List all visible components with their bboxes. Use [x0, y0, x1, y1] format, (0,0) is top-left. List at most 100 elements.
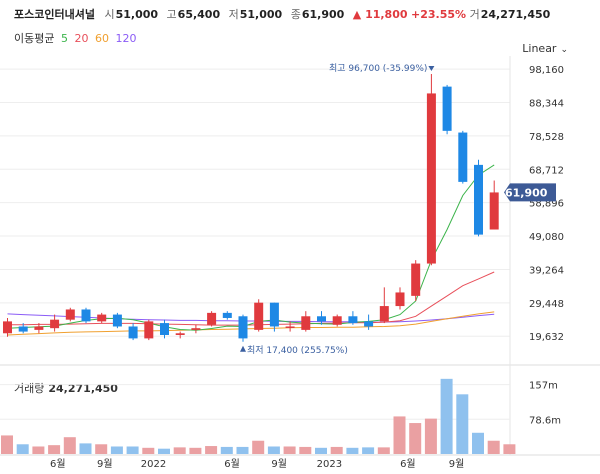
- volume-bar: [110, 446, 123, 454]
- volume-axis: 157m 78.6m: [529, 381, 561, 427]
- volume-bar: [16, 444, 29, 454]
- time-axis: 6월 9월 2022 6월 9월 2023 6월 9월: [50, 458, 464, 470]
- candle-body: [238, 316, 248, 339]
- volume-bar: [362, 447, 375, 454]
- volume-tick-label: 78.6m: [529, 415, 561, 426]
- volume-bar: [393, 416, 406, 454]
- candle-body: [269, 302, 279, 327]
- volume-bar: [142, 447, 155, 454]
- price-tick-label: 88,344: [529, 98, 564, 109]
- close-label: 종: [290, 8, 301, 21]
- candle-body: [222, 312, 232, 318]
- price-tick-label: 39,264: [529, 265, 564, 276]
- volume-bar: [283, 446, 296, 454]
- candle-body: [207, 312, 217, 325]
- candle-body: [426, 93, 436, 264]
- volume-tick-label: 157m: [529, 381, 558, 392]
- volume-bar: [503, 444, 516, 454]
- volume-bar: [424, 418, 437, 454]
- time-tick-label: 2023: [317, 459, 342, 470]
- current-price-value: 61,900: [505, 186, 548, 199]
- candle-body: [332, 316, 342, 325]
- volume-bar: [487, 440, 500, 454]
- volume-bar: [299, 446, 312, 454]
- volume-bar: [48, 445, 61, 454]
- candle-body: [442, 86, 452, 131]
- candle: [160, 319, 169, 339]
- candle-body: [18, 326, 28, 332]
- volume-bar: [409, 423, 422, 454]
- candle-body: [65, 309, 75, 320]
- candle-body: [50, 319, 60, 329]
- candle: [144, 319, 154, 341]
- price-tick-label: 29,448: [529, 299, 564, 310]
- candle-body: [191, 328, 201, 330]
- high-marker-icon: [428, 66, 435, 72]
- volume-bar: [205, 446, 218, 454]
- time-tick-label: 9월: [271, 458, 287, 470]
- time-tick-label: 6월: [50, 458, 66, 470]
- moving-average-lines: [7, 164, 495, 336]
- candle: [254, 299, 264, 332]
- volume-bar: [330, 446, 343, 454]
- time-tick-label: 9월: [449, 458, 465, 470]
- volume-bars: [1, 378, 516, 454]
- candle-body: [112, 314, 122, 327]
- chevron-down-icon: ⌄: [560, 45, 568, 55]
- candle: [301, 311, 311, 332]
- ma5-line: [7, 164, 495, 331]
- low-value: 51,000: [239, 8, 283, 21]
- candle-body: [317, 316, 326, 322]
- candle: [269, 302, 279, 332]
- price-tick-label: 98,160: [529, 65, 564, 76]
- ma-legend-20: 20: [74, 32, 89, 45]
- price-tick-label: 68,712: [529, 165, 564, 176]
- volume-panel-label: 거래량 24,271,450: [14, 380, 118, 396]
- stock-header: 포스코인터내셔널 시51,000 고65,400 저51,000 종61,900…: [14, 6, 555, 22]
- candle: [426, 74, 436, 266]
- candle: [395, 287, 405, 310]
- candle: [238, 314, 248, 342]
- high-annotation: 최고 96,700 (-35.99%): [329, 63, 427, 74]
- price-tick-label: 58,896: [529, 199, 564, 210]
- open-label: 시: [104, 8, 115, 21]
- high-label: 고: [166, 8, 177, 21]
- price-tick-label: 49,080: [529, 232, 564, 243]
- time-tick-label: 6월: [400, 458, 416, 470]
- candle-body: [458, 132, 468, 182]
- change-value: ▲ 11,800: [352, 8, 408, 21]
- candle: [222, 311, 232, 320]
- candle-body: [34, 326, 44, 330]
- candle-body: [301, 316, 311, 330]
- ma-legend-60: 60: [94, 32, 109, 45]
- candle: [489, 180, 499, 230]
- stock-name: 포스코인터내셔널: [14, 8, 95, 21]
- volume-bar: [95, 444, 108, 454]
- volume-bar: [32, 446, 45, 454]
- candle-body: [81, 309, 91, 322]
- scale-mode-dropdown[interactable]: Linear ⌄: [522, 42, 568, 55]
- candle: [285, 321, 295, 332]
- volume-header-value: 24,271,450: [480, 8, 551, 21]
- volume-bar: [252, 440, 265, 454]
- volume-bar: [377, 447, 390, 454]
- low-annotation: 최저 17,400 (255.75%): [247, 345, 348, 356]
- candle: [112, 312, 122, 329]
- time-tick-label: 6월: [224, 458, 240, 470]
- candle: [348, 311, 358, 325]
- candle: [379, 287, 389, 324]
- moving-average-legend[interactable]: 이동평균 5 20 60 120: [14, 30, 139, 46]
- candle: [191, 324, 201, 334]
- candle-body: [128, 326, 138, 339]
- time-tick-label: 2022: [141, 459, 166, 470]
- price-tag-shape: [504, 183, 556, 202]
- volume-bar: [1, 435, 13, 454]
- candle-body: [395, 292, 405, 307]
- ma-legend-5: 5: [60, 32, 68, 45]
- candle: [207, 311, 217, 327]
- chart-annotations: 최고 96,700 (-35.99%) 최저 17,400 (255.75%): [240, 63, 435, 356]
- candles: [3, 74, 499, 342]
- candle: [317, 311, 326, 325]
- open-value: 51,000: [115, 8, 159, 21]
